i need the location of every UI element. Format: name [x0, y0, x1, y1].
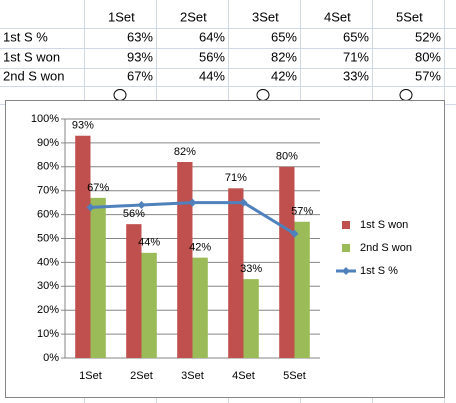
cell-value: 65%	[271, 29, 297, 44]
data-label: 42%	[189, 242, 211, 254]
cell-value: 42%	[271, 68, 297, 83]
cell-value: 63%	[127, 29, 153, 44]
bar	[192, 257, 208, 358]
cell-value: 82%	[271, 49, 297, 64]
cell-value: 33%	[343, 68, 369, 83]
line-marker	[137, 201, 146, 210]
legend-label: 1st S %	[360, 265, 398, 277]
data-label: 71%	[225, 172, 247, 184]
data-label: 33%	[240, 263, 262, 275]
data-label: 44%	[138, 237, 160, 249]
bar	[141, 252, 157, 358]
cell-value: 52%	[415, 29, 441, 44]
data-label: 93%	[72, 120, 94, 132]
bar	[228, 188, 244, 358]
row-label: 1st S %	[3, 29, 48, 44]
y-tick-label: 30%	[37, 280, 59, 292]
cell-value: 93%	[127, 49, 153, 64]
column-header: 3Set	[252, 9, 279, 24]
column-header: 2Set	[180, 9, 207, 24]
y-tick-label: 80%	[37, 161, 59, 173]
cell-value: 57%	[415, 68, 441, 83]
legend-swatch	[342, 267, 350, 275]
x-tick-label: 2Set	[130, 370, 153, 382]
x-tick-label: 1Set	[79, 370, 102, 382]
x-tick-label: 3Set	[181, 370, 204, 382]
column-header: 5Set	[396, 9, 423, 24]
data-label: 82%	[174, 146, 196, 158]
legend-label: 1st S won	[360, 219, 408, 231]
x-tick-label: 5Set	[283, 370, 306, 382]
y-tick-label: 20%	[37, 304, 59, 316]
row-label: 1st S won	[3, 49, 60, 64]
legend-swatch	[342, 221, 350, 229]
cell-value: 71%	[343, 49, 369, 64]
y-tick-label: 90%	[37, 137, 59, 149]
bar	[177, 162, 193, 358]
bar	[279, 166, 295, 358]
y-tick-label: 100%	[31, 113, 59, 125]
y-tick-label: 0%	[43, 352, 59, 364]
line-marker	[239, 198, 248, 207]
data-label: 57%	[291, 206, 313, 218]
y-tick-label: 40%	[37, 256, 59, 268]
line-marker	[86, 203, 95, 212]
data-label: 80%	[276, 151, 298, 163]
cell-value: 80%	[415, 49, 441, 64]
data-label: 67%	[87, 182, 109, 194]
bar	[243, 279, 259, 358]
y-tick-label: 10%	[37, 328, 59, 340]
bar	[126, 224, 142, 358]
data-label: 56%	[123, 208, 145, 220]
row-label: 2nd S won	[3, 68, 64, 83]
cell-value: 67%	[127, 68, 153, 83]
column-header: 4Set	[324, 9, 351, 24]
line-marker	[188, 198, 197, 207]
option-circles	[113, 89, 413, 101]
bar	[90, 197, 106, 358]
cell-value: 44%	[199, 68, 225, 83]
y-tick-label: 60%	[37, 209, 59, 221]
cell-value: 56%	[199, 49, 225, 64]
cell-value: 65%	[343, 29, 369, 44]
legend-swatch	[342, 244, 350, 252]
y-tick-label: 50%	[37, 232, 59, 244]
bar	[294, 221, 310, 358]
x-tick-label: 4Set	[232, 370, 255, 382]
bar	[75, 135, 91, 358]
y-tick-label: 70%	[37, 185, 59, 197]
column-header: 1Set	[108, 9, 135, 24]
cell-value: 64%	[199, 29, 225, 44]
legend-label: 2nd S won	[360, 242, 412, 254]
line-marker	[290, 229, 299, 238]
